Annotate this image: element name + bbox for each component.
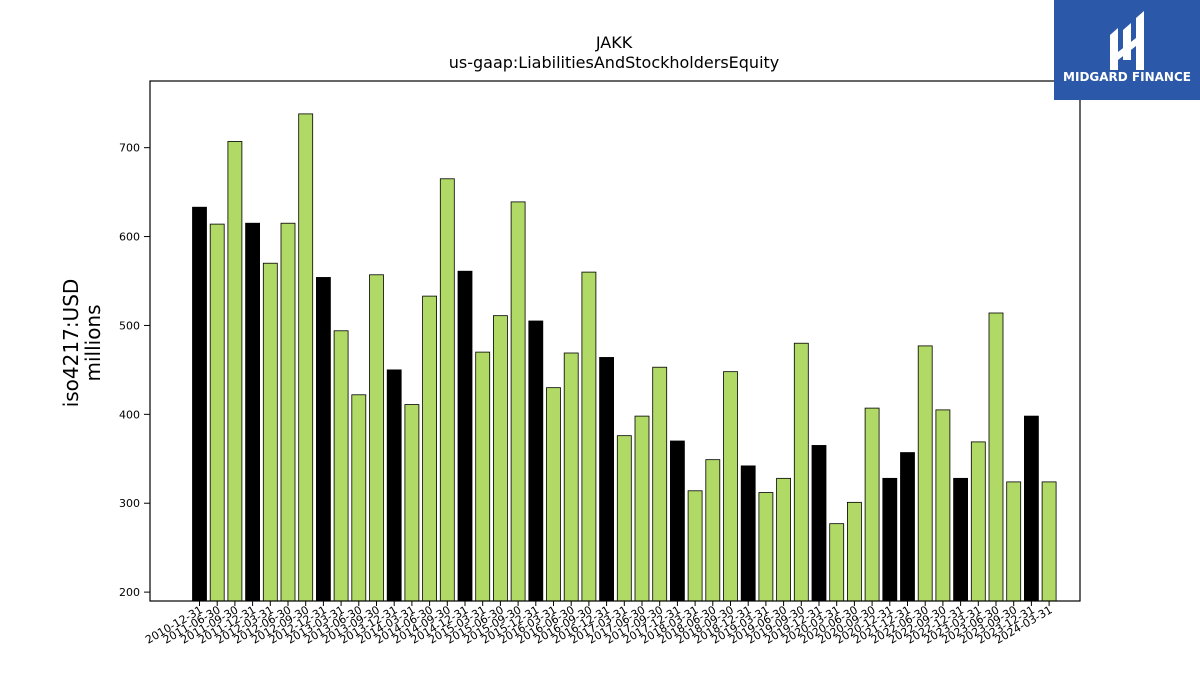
bar [315, 277, 331, 602]
logo-text: MIDGARD FINANCE [1063, 70, 1191, 84]
bar [793, 342, 809, 602]
bar [351, 394, 367, 602]
bar [1041, 481, 1057, 602]
bar [528, 320, 544, 602]
bar [970, 441, 986, 602]
bar [262, 262, 278, 602]
bar [209, 223, 225, 602]
bar [758, 492, 774, 602]
bar [616, 435, 632, 602]
chart-subtitle: us-gaap:LiabilitiesAndStockholdersEquity [449, 53, 780, 72]
plot-area: 2003004005006007002010-12-312011-06-3020… [119, 113, 1057, 647]
bar [670, 440, 685, 602]
y-tick-label: 500 [119, 319, 140, 332]
bar [705, 459, 721, 602]
bar [369, 274, 384, 602]
bar [280, 222, 296, 602]
bar [298, 113, 314, 602]
bar [740, 465, 756, 602]
bar [546, 387, 561, 602]
bar [900, 452, 915, 602]
bar [404, 404, 420, 602]
bar [192, 206, 207, 602]
bar [439, 178, 455, 602]
chart-title: JAKK [595, 33, 633, 52]
bar [864, 407, 880, 602]
bar [1006, 481, 1022, 602]
bar [988, 312, 1004, 602]
y-axis-label: iso4217:USD millions [59, 279, 105, 408]
bar [333, 330, 349, 602]
bar [422, 295, 438, 602]
y-tick-label: 200 [119, 586, 140, 599]
bar [457, 270, 473, 602]
bar [386, 369, 402, 602]
brand-logo: MIDGARD FINANCE [1054, 0, 1200, 100]
bar [687, 490, 703, 602]
plot-frame [149, 80, 1081, 602]
bar [829, 523, 845, 602]
y-tick-label: 300 [119, 497, 140, 510]
bar [917, 345, 933, 602]
y-tick-label: 400 [119, 408, 140, 421]
y-tick-label: 600 [119, 231, 140, 244]
bar [475, 351, 491, 602]
logo-mark-icon [1110, 11, 1144, 70]
bar [1024, 415, 1039, 602]
bar [245, 222, 261, 602]
bar [581, 271, 597, 602]
bar [510, 201, 526, 602]
bar [811, 445, 827, 602]
bar [953, 477, 968, 602]
bar [723, 371, 738, 602]
bar [882, 477, 898, 602]
bar [776, 477, 791, 602]
bar [634, 415, 650, 602]
bar [652, 366, 668, 602]
bar [563, 352, 579, 602]
bar [847, 501, 862, 602]
y-axis-label-line1: iso4217:USD [59, 279, 83, 408]
bar [599, 357, 614, 602]
bar [935, 409, 951, 602]
bar [227, 141, 243, 602]
y-tick-label: 700 [119, 142, 140, 155]
bar [492, 315, 508, 602]
y-axis-label-line2: millions [81, 304, 105, 381]
